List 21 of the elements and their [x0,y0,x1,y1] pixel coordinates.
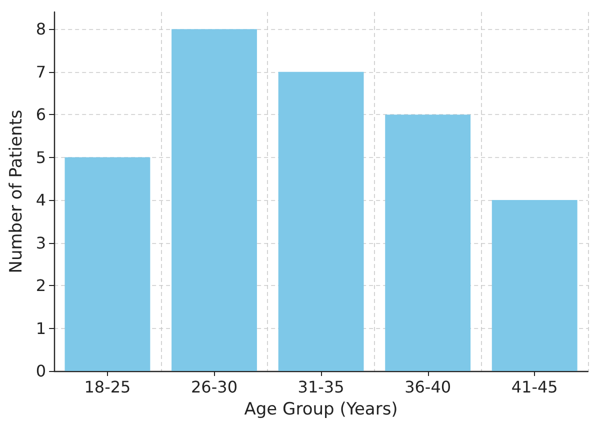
x-tick-label: 36-40 [404,378,452,396]
y-tick-label: 6 [36,105,46,124]
bar [172,29,257,371]
y-axis-title: Number of Patients [6,110,26,274]
x-tick-label: 26-30 [191,378,238,396]
y-tick-label: 7 [36,62,46,82]
y-tick-label: 1 [36,318,46,338]
bar [278,72,364,371]
x-tick-label: 18-25 [84,378,131,396]
y-tick-label: 5 [36,148,46,167]
bar [64,157,150,371]
x-tick-label: 31-35 [298,378,344,396]
bar [385,114,471,371]
y-tick-label: 4 [36,190,46,210]
bar [492,200,578,371]
y-tick-label: 2 [36,276,46,296]
y-tick-label: 0 [36,362,46,380]
x-tick-label: 41-45 [511,378,558,396]
x-axis-title: Age Group (Years) [244,400,398,420]
y-tick-label: 8 [36,20,46,39]
y-tick-label: 3 [36,233,46,252]
